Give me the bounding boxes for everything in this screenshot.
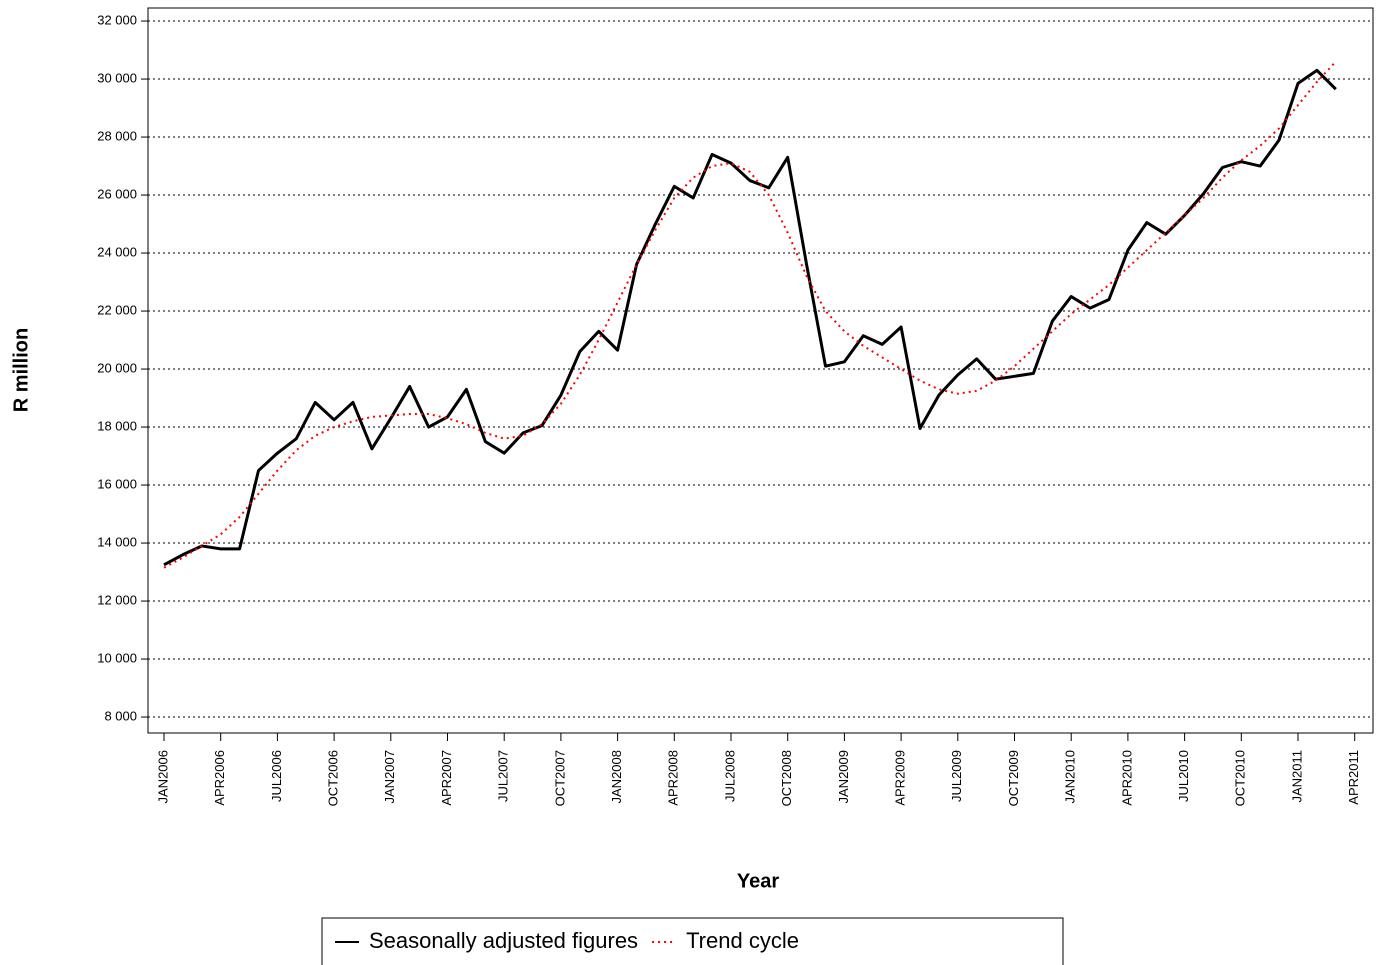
x-tick-label: JUL2009 [949, 750, 964, 802]
y-tick-label: 14 000 [97, 534, 137, 549]
y-tick-label: 12 000 [97, 592, 137, 607]
x-tick-label: JAN2011 [1289, 750, 1304, 803]
series-line [163, 60, 1337, 569]
x-tick-label: JUL2007 [496, 750, 511, 802]
x-tick-label: JUL2006 [269, 750, 284, 802]
x-tick-label: JUL2010 [1176, 750, 1191, 802]
x-tick-label: OCT2010 [1233, 750, 1248, 806]
x-tick-label: JAN2008 [609, 750, 624, 803]
y-tick-label: 22 000 [97, 302, 137, 317]
x-tick-label: APR2011 [1346, 750, 1361, 805]
y-tick-label: 28 000 [97, 128, 137, 143]
x-axis-title: Year [737, 870, 779, 892]
x-tick-label: APR2010 [1119, 750, 1134, 806]
y-axis-title: R million [10, 328, 32, 412]
x-tick-label: APR2008 [666, 750, 681, 806]
plot-frame [147, 7, 1374, 734]
legend-label: Trend cycle [686, 928, 799, 953]
x-tick-label: APR2007 [439, 750, 454, 806]
x-tick-label: OCT2008 [779, 750, 794, 806]
y-tick-label: 30 000 [97, 70, 137, 85]
series-line [163, 68, 1337, 567]
y-tick-label: 18 000 [97, 418, 137, 433]
x-tick-label: JAN2010 [1063, 750, 1078, 803]
x-tick-label: OCT2007 [552, 750, 567, 806]
legend-label: Seasonally adjusted figures [369, 928, 638, 953]
x-tick-label: JAN2009 [836, 750, 851, 803]
y-tick-label: 26 000 [97, 186, 137, 201]
x-tick-label: APR2006 [212, 750, 227, 806]
x-tick-label: OCT2009 [1006, 750, 1021, 806]
y-tick-label: 16 000 [97, 476, 137, 491]
y-tick-label: 32 000 [97, 12, 137, 27]
legend-box [321, 917, 1064, 965]
y-tick-label: 10 000 [97, 650, 137, 665]
y-tick-label: 20 000 [97, 360, 137, 375]
y-tick-label: 8 000 [104, 708, 137, 723]
x-tick-label: JAN2007 [382, 750, 397, 803]
x-tick-label: JAN2006 [155, 750, 170, 803]
x-tick-label: JUL2008 [722, 750, 737, 802]
x-tick-label: APR2009 [893, 750, 908, 806]
y-tick-label: 24 000 [97, 244, 137, 259]
x-tick-label: OCT2006 [326, 750, 341, 806]
